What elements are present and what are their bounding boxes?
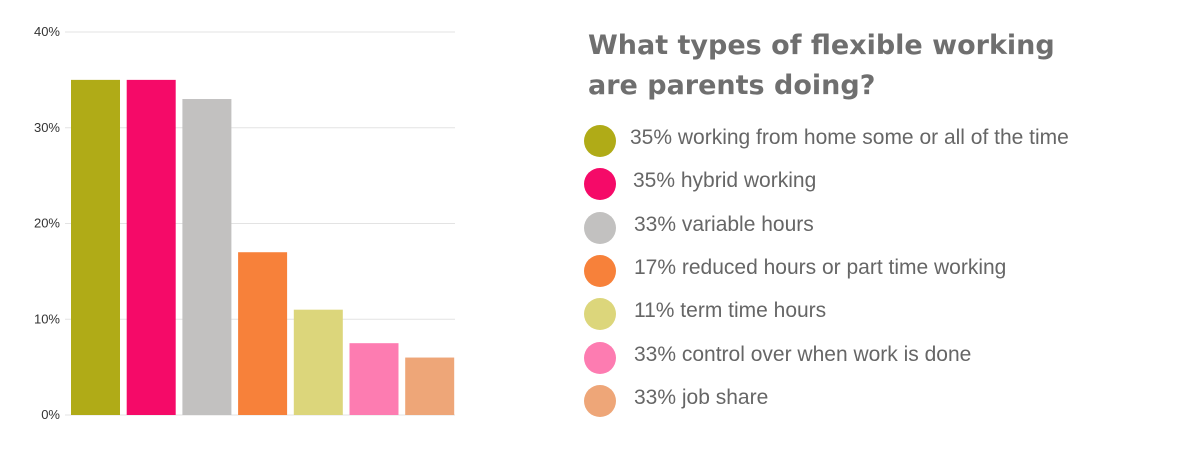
legend-label: 35% working from home some or all of the… bbox=[630, 126, 1069, 149]
chart-title: What types of flexible working are paren… bbox=[588, 26, 1108, 106]
legend-swatch bbox=[584, 254, 616, 287]
legend-label: 33% control over when work is done bbox=[634, 342, 972, 366]
legend-label: 17% reduced hours or part time working bbox=[634, 255, 1007, 279]
y-tick-label: 30% bbox=[34, 120, 60, 135]
legend-label: 35% hybrid working bbox=[633, 169, 817, 193]
y-tick-label: 10% bbox=[34, 311, 60, 326]
bar bbox=[126, 79, 176, 415]
y-axis-ticks: 0% 10% 20% 30% 40% bbox=[34, 24, 60, 422]
legend-item: 11% term time hours bbox=[584, 295, 1184, 331]
y-tick-label: 40% bbox=[34, 24, 60, 39]
legend-item: 33% control over when work is done bbox=[584, 339, 1184, 375]
y-tick-label: 20% bbox=[34, 216, 60, 231]
y-tick-label: 0% bbox=[41, 407, 60, 422]
bar bbox=[238, 252, 288, 415]
legend-swatch bbox=[584, 211, 616, 244]
legend-swatch bbox=[584, 168, 616, 201]
legend-swatch bbox=[584, 341, 616, 374]
legend-swatch bbox=[584, 125, 616, 157]
bar-chart: 0% 10% 20% 30% 40% bbox=[34, 24, 455, 422]
legend-item: 35% working from home some or all of the… bbox=[584, 122, 1184, 158]
legend-swatch bbox=[584, 384, 616, 417]
legend-label: 33% variable hours bbox=[634, 212, 814, 236]
bar bbox=[71, 79, 120, 415]
bar bbox=[182, 99, 232, 416]
bar bbox=[349, 343, 399, 415]
legend-swatch bbox=[584, 298, 616, 331]
bar bbox=[405, 357, 455, 415]
chart-title-line-2: are parents doing? bbox=[588, 70, 876, 101]
chart-title-line-1: What types of flexible working bbox=[588, 30, 1055, 61]
bars bbox=[71, 79, 455, 416]
legend-item: 33% job share bbox=[584, 382, 1184, 418]
legend-item: 33% variable hours bbox=[584, 209, 1184, 245]
bar bbox=[293, 309, 343, 415]
legend-label: 33% job share bbox=[634, 385, 769, 409]
legend-item: 35% hybrid working bbox=[584, 165, 1184, 201]
legend-item: 17% reduced hours or part time working bbox=[584, 252, 1184, 288]
legend-label: 11% term time hours bbox=[634, 299, 827, 323]
